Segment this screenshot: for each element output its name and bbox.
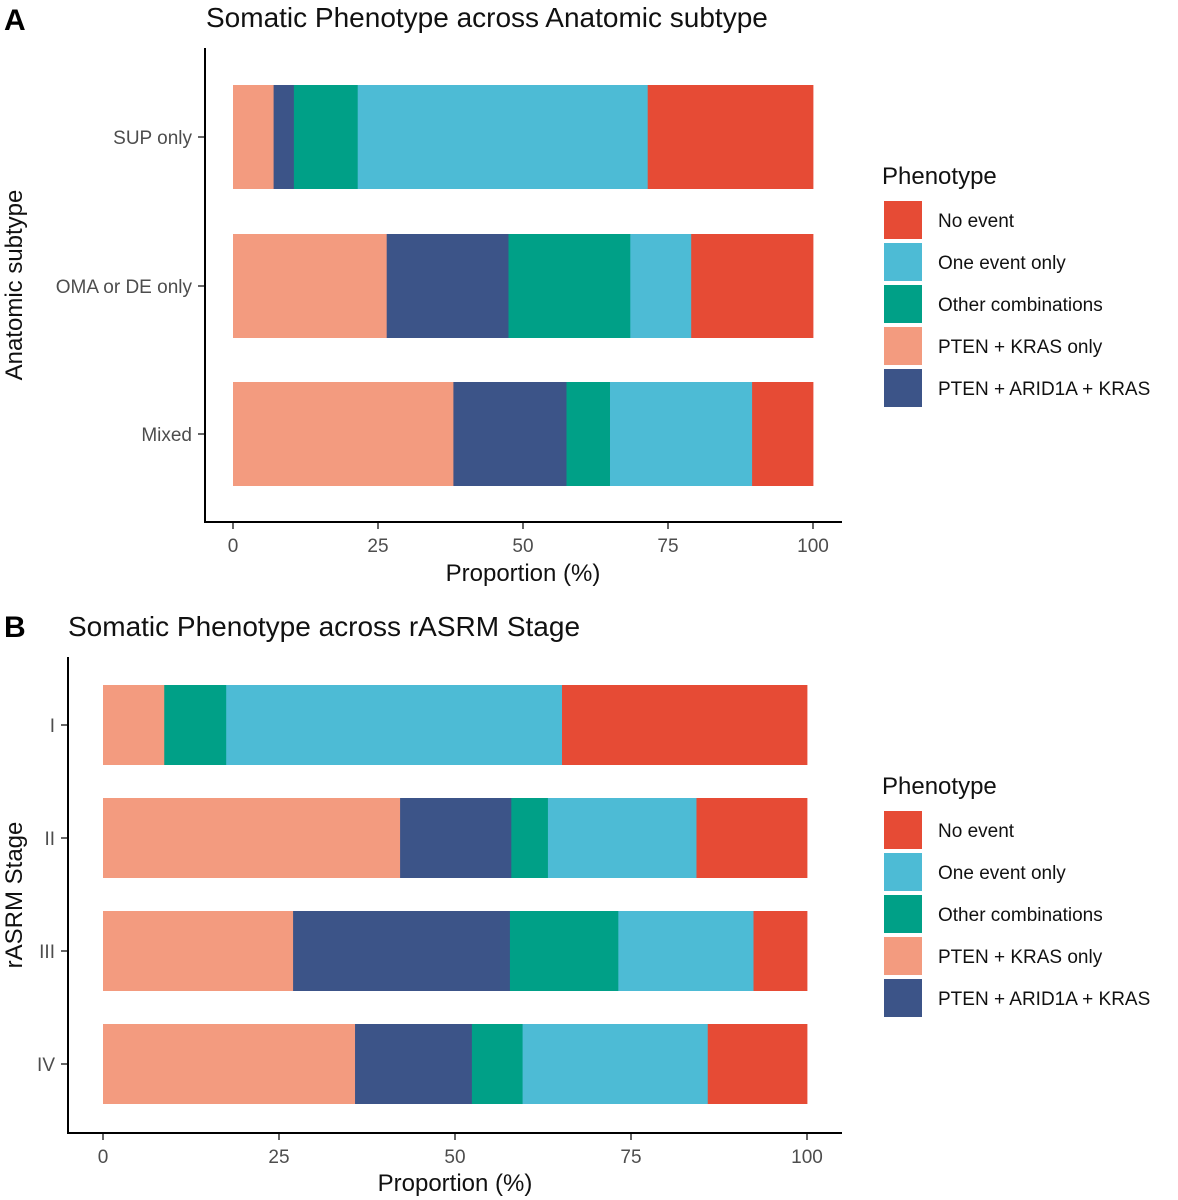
legend-swatch-pten-kras-only bbox=[884, 937, 922, 975]
y-tick-label: I bbox=[50, 716, 55, 737]
x-tick-label: 75 bbox=[657, 536, 678, 557]
x-tick-label: 50 bbox=[512, 536, 533, 557]
x-tick-label: 50 bbox=[444, 1147, 465, 1168]
bar-iv-pten-arid1a-kras bbox=[355, 1024, 473, 1104]
bar-i-pten-kras-only bbox=[103, 685, 165, 765]
bar-sup-only-one-event-only bbox=[357, 85, 649, 189]
bar-ii-other-combinations bbox=[511, 798, 549, 878]
legend-swatch-one-event-only bbox=[884, 853, 922, 891]
bar-iii-other-combinations bbox=[509, 911, 619, 991]
legend-swatch-pten-arid1a-kras bbox=[884, 369, 922, 407]
bar-sup-only-no-event bbox=[647, 85, 814, 189]
x-tick-label: 25 bbox=[367, 536, 388, 557]
bar-mixed-pten-kras-only bbox=[233, 382, 454, 486]
panel-b-x-axis-title: Proportion (%) bbox=[378, 1170, 533, 1197]
legend-swatch-pten-arid1a-kras bbox=[884, 979, 922, 1017]
bar-oma-or-de-only-pten-kras-only bbox=[233, 234, 388, 338]
bar-sup-only-pten-arid1a-kras bbox=[273, 85, 295, 189]
legend-label-pten-kras-only: PTEN + KRAS only bbox=[938, 947, 1103, 968]
bar-sup-only-other-combinations bbox=[293, 85, 359, 189]
y-tick-label: IV bbox=[37, 1055, 55, 1076]
legend-swatch-one-event-only bbox=[884, 243, 922, 281]
legend-swatch-no-event bbox=[884, 201, 922, 239]
bar-iii-pten-arid1a-kras bbox=[293, 911, 511, 991]
legend-label-other-combinations: Other combinations bbox=[938, 295, 1103, 316]
panel-b-title: Somatic Phenotype across rASRM Stage bbox=[68, 611, 580, 642]
y-tick-label: III bbox=[39, 942, 55, 963]
panel-a-y-axis-title: Anatomic subtype bbox=[1, 190, 28, 381]
panel-b-legend-title: Phenotype bbox=[882, 773, 997, 800]
bar-sup-only-pten-kras-only bbox=[233, 85, 274, 189]
x-tick-label: 0 bbox=[98, 1147, 109, 1168]
bar-mixed-pten-arid1a-kras bbox=[453, 382, 567, 486]
legend-label-pten-arid1a-kras: PTEN + ARID1A + KRAS bbox=[938, 989, 1150, 1010]
panel-a-y-ticks: SUP only OMA or DE only Mixed bbox=[56, 128, 205, 446]
panel-b-y-axis-title: rASRM Stage bbox=[1, 822, 28, 969]
panel-a: A Somatic Phenotype across Anatomic subt… bbox=[1, 2, 1150, 587]
panel-a-bars bbox=[233, 85, 814, 486]
bar-iv-pten-kras-only bbox=[103, 1024, 356, 1104]
bar-mixed-other-combinations bbox=[566, 382, 611, 486]
bar-i-no-event bbox=[562, 685, 808, 765]
y-tick-label: OMA or DE only bbox=[56, 277, 193, 298]
bar-iii-one-event-only bbox=[618, 911, 754, 991]
y-tick-label: II bbox=[44, 829, 55, 850]
legend-swatch-pten-kras-only bbox=[884, 327, 922, 365]
bar-i-one-event-only bbox=[226, 685, 563, 765]
bar-ii-no-event bbox=[696, 798, 808, 878]
legend-label-no-event: No event bbox=[938, 211, 1015, 232]
legend-label-pten-arid1a-kras: PTEN + ARID1A + KRAS bbox=[938, 379, 1150, 400]
bar-ii-pten-kras-only bbox=[103, 798, 401, 878]
panel-b-bars bbox=[103, 685, 808, 1104]
panel-b-x-ticks: 0 25 50 75 100 bbox=[98, 1133, 823, 1168]
panel-b-letter: B bbox=[4, 611, 26, 644]
bar-oma-or-de-only-no-event bbox=[691, 234, 814, 338]
bar-iii-no-event bbox=[753, 911, 808, 991]
legend-label-pten-kras-only: PTEN + KRAS only bbox=[938, 337, 1103, 358]
bar-iv-other-combinations bbox=[471, 1024, 523, 1104]
panel-b: B Somatic Phenotype across rASRM Stage r… bbox=[1, 611, 1150, 1197]
panel-a-x-axis-title: Proportion (%) bbox=[446, 560, 601, 587]
bar-mixed-no-event bbox=[752, 382, 814, 486]
legend-label-one-event-only: One event only bbox=[938, 863, 1066, 884]
x-tick-label: 100 bbox=[791, 1147, 823, 1168]
x-tick-label: 0 bbox=[228, 536, 239, 557]
bar-iv-one-event-only bbox=[522, 1024, 709, 1104]
panel-a-legend-title: Phenotype bbox=[882, 163, 997, 190]
x-tick-label: 100 bbox=[797, 536, 829, 557]
legend-swatch-no-event bbox=[884, 811, 922, 849]
panel-a-title: Somatic Phenotype across Anatomic subtyp… bbox=[206, 2, 768, 33]
bar-iii-pten-kras-only bbox=[103, 911, 294, 991]
legend-label-one-event-only: One event only bbox=[938, 253, 1066, 274]
panel-a-x-ticks: 0 25 50 75 100 bbox=[228, 522, 829, 557]
bar-i-other-combinations bbox=[164, 685, 227, 765]
bar-iv-no-event bbox=[707, 1024, 808, 1104]
legend-swatch-other-combinations bbox=[884, 895, 922, 933]
legend-label-other-combinations: Other combinations bbox=[938, 905, 1103, 926]
y-tick-label: Mixed bbox=[141, 425, 192, 446]
legend-label-no-event: No event bbox=[938, 821, 1015, 842]
panel-a-legend: Phenotype No event One event only Other co… bbox=[882, 163, 1150, 407]
panel-b-legend: Phenotype No event One event only Other co… bbox=[882, 773, 1150, 1017]
x-tick-label: 25 bbox=[268, 1147, 289, 1168]
bar-ii-one-event-only bbox=[547, 798, 697, 878]
bar-mixed-one-event-only bbox=[610, 382, 753, 486]
bar-ii-pten-arid1a-kras bbox=[400, 798, 512, 878]
bar-oma-or-de-only-one-event-only bbox=[630, 234, 692, 338]
panel-a-letter: A bbox=[4, 4, 26, 37]
legend-swatch-other-combinations bbox=[884, 285, 922, 323]
bar-oma-or-de-only-pten-arid1a-kras bbox=[386, 234, 509, 338]
x-tick-label: 75 bbox=[620, 1147, 641, 1168]
bar-oma-or-de-only-other-combinations bbox=[508, 234, 631, 338]
y-tick-label: SUP only bbox=[113, 128, 192, 149]
